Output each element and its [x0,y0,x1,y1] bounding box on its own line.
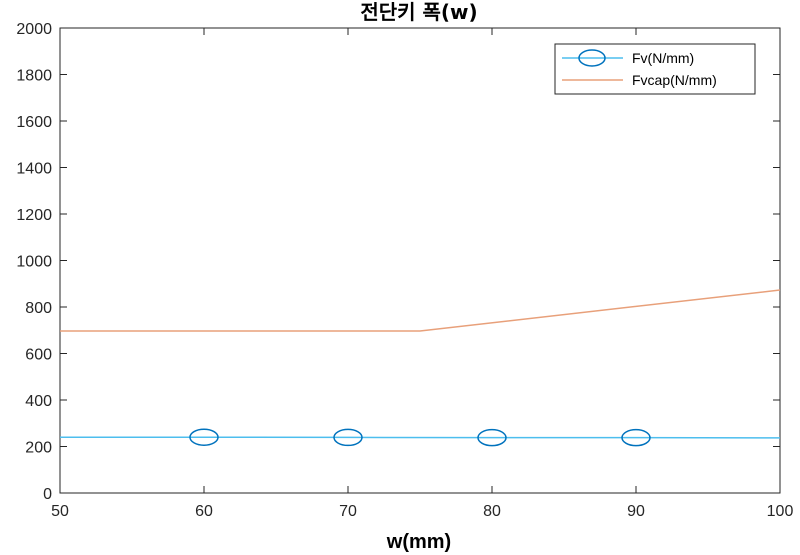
legend-label-fv: Fv(N/mm) [632,50,694,66]
x-axis-label: w(mm) [386,531,451,553]
data-point-marker [333,428,363,447]
legend-marker-fv [578,49,606,67]
data-point-marker [477,428,507,447]
y-tick-label: 1200 [16,207,52,224]
y-tick-label: 0 [43,486,52,503]
series-line-fv [60,436,781,439]
y-tick-label: 800 [25,300,52,317]
y-tick-label: 2000 [16,21,52,38]
y-tick-label: 1000 [16,254,52,271]
x-tick-label: 80 [483,503,501,520]
y-tick-label: 1800 [16,68,52,85]
series-line-fvcap [60,289,781,332]
x-tick-label: 60 [195,503,213,520]
x-tick-label: 100 [767,503,794,520]
x-tick-label: 90 [627,503,645,520]
x-axis: 50 60 70 80 90 100 [51,28,793,520]
chart-title: 전단키 폭(w) [360,0,477,24]
legend-label-fvcap: Fvcap(N/mm) [632,72,717,88]
plot-area [59,27,781,494]
y-tick-label: 400 [25,393,52,410]
y-tick-label: 1400 [16,161,52,178]
data-point-marker [621,428,651,447]
legend: Fv(N/mm) Fvcap(N/mm) [554,43,756,95]
y-axis: 0 200 400 600 800 1000 1200 1400 1600 1800 2000 [16,21,780,503]
y-tick-label: 200 [25,440,52,457]
y-tick-label: 1600 [16,114,52,131]
series-layer [60,289,781,447]
legend-box [554,43,756,95]
y-tick-label: 600 [25,347,52,364]
x-tick-label: 70 [339,503,357,520]
data-point-marker [189,428,219,446]
x-tick-label: 50 [51,503,69,520]
